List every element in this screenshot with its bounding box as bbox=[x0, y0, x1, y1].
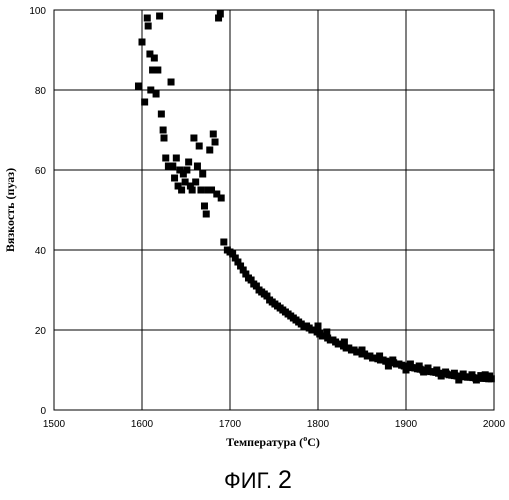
data-point bbox=[473, 377, 480, 384]
data-point bbox=[156, 13, 163, 20]
data-point bbox=[451, 370, 458, 377]
y-tick-label: 40 bbox=[35, 246, 47, 257]
data-point bbox=[141, 99, 148, 106]
data-point bbox=[407, 361, 414, 368]
x-tick-label: 2000 bbox=[483, 419, 506, 430]
data-point bbox=[482, 371, 489, 378]
data-point bbox=[192, 179, 199, 186]
data-point bbox=[460, 371, 467, 378]
data-point bbox=[315, 323, 322, 330]
data-point bbox=[194, 163, 201, 170]
y-tick-label: 0 bbox=[40, 406, 46, 417]
data-point bbox=[323, 329, 330, 336]
data-point bbox=[135, 83, 142, 90]
data-point bbox=[173, 155, 180, 162]
x-tick-label: 1700 bbox=[219, 419, 242, 430]
data-point bbox=[433, 367, 440, 374]
data-point bbox=[151, 55, 158, 62]
data-point bbox=[197, 187, 204, 194]
data-point bbox=[139, 39, 146, 46]
data-point bbox=[403, 367, 410, 374]
data-point bbox=[171, 175, 178, 182]
x-tick-label: 1900 bbox=[395, 419, 418, 430]
x-tick-label: 1800 bbox=[307, 419, 330, 430]
data-point bbox=[217, 11, 224, 18]
data-point bbox=[455, 377, 462, 384]
data-point bbox=[160, 127, 167, 134]
x-tick-label: 1600 bbox=[131, 419, 154, 430]
data-point bbox=[199, 171, 206, 178]
y-axis-label: Вязкость (пуаз) bbox=[3, 168, 17, 252]
data-point bbox=[154, 67, 161, 74]
data-point bbox=[190, 135, 197, 142]
data-point bbox=[169, 163, 176, 170]
data-point bbox=[438, 373, 445, 380]
data-point bbox=[168, 79, 175, 86]
data-point bbox=[161, 135, 168, 142]
data-point bbox=[420, 369, 427, 376]
data-point bbox=[341, 339, 348, 346]
data-point bbox=[206, 147, 213, 154]
data-point bbox=[189, 187, 196, 194]
y-tick-label: 60 bbox=[35, 166, 47, 177]
data-point bbox=[389, 357, 396, 364]
x-tick-label: 1500 bbox=[43, 419, 66, 430]
data-point bbox=[212, 139, 219, 146]
data-point bbox=[385, 363, 392, 370]
data-point bbox=[162, 155, 169, 162]
figure-caption: ФИГ. 2 bbox=[224, 466, 292, 494]
data-point bbox=[145, 23, 152, 30]
data-point bbox=[144, 15, 151, 22]
data-point bbox=[203, 211, 210, 218]
data-point bbox=[218, 195, 225, 202]
data-point bbox=[210, 131, 217, 138]
data-point bbox=[185, 159, 192, 166]
data-point bbox=[178, 187, 185, 194]
y-tick-label: 100 bbox=[29, 6, 46, 17]
data-point bbox=[196, 143, 203, 150]
data-point bbox=[220, 239, 227, 246]
y-tick-label: 20 bbox=[35, 326, 47, 337]
data-point bbox=[359, 347, 366, 354]
y-tick-label: 80 bbox=[35, 86, 47, 97]
data-point bbox=[153, 91, 160, 98]
data-point bbox=[376, 353, 383, 360]
data-point bbox=[201, 203, 208, 210]
data-point bbox=[183, 167, 190, 174]
data-point bbox=[416, 363, 423, 370]
data-point bbox=[158, 111, 165, 118]
